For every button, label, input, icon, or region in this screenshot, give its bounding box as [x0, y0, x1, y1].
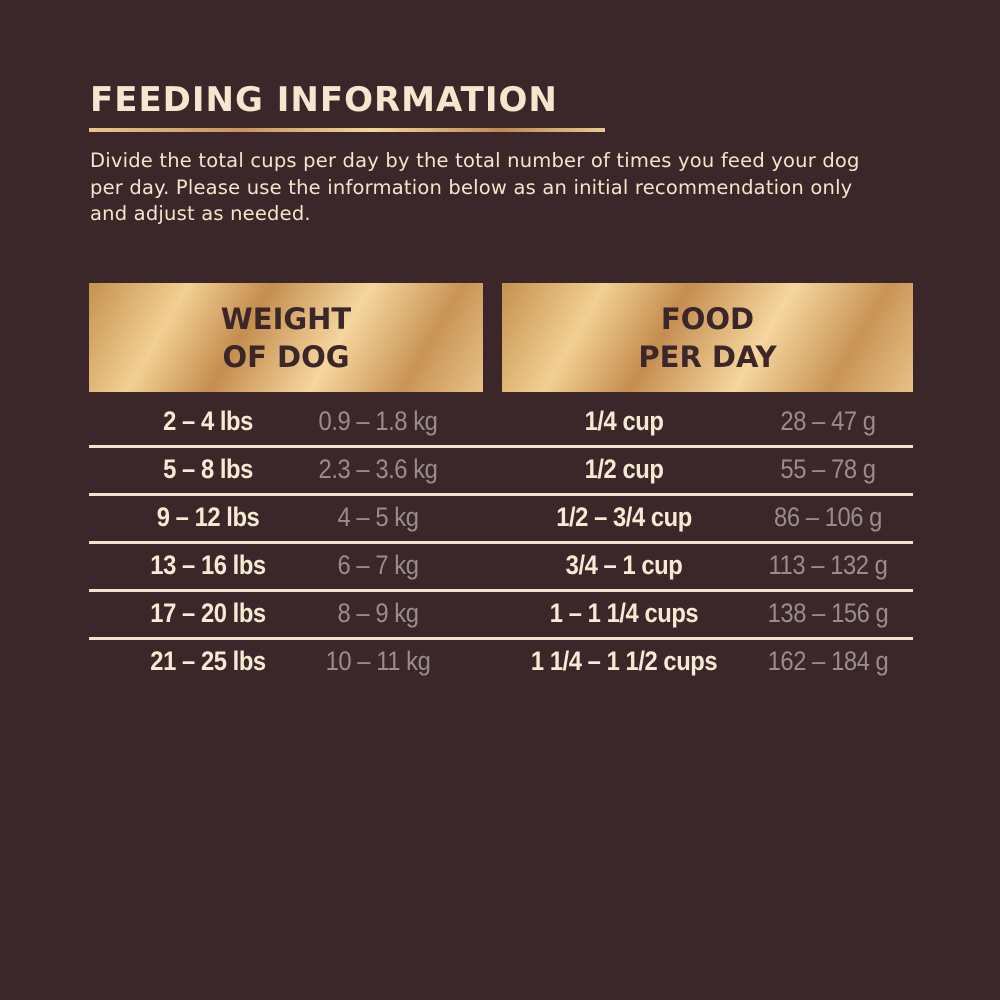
cell-kg: 0.9 – 1.8 kg — [318, 406, 438, 436]
food-header-line1: FOOD — [660, 301, 755, 336]
cell-grams: 162 – 184 g — [767, 646, 889, 676]
cell-lbs: 21 – 25 lbs — [150, 646, 266, 676]
cell-grams: 113 – 132 g — [768, 550, 888, 580]
weight-header-line1: WEIGHT — [220, 301, 352, 336]
cell-lbs: 9 – 12 lbs — [156, 502, 260, 532]
page-title: FEEDING INFORMATION — [90, 80, 558, 120]
table-row: 2 – 4 lbs 0.9 – 1.8 kg 1/4 cup 28 – 47 g — [89, 398, 913, 448]
cell-lbs: 5 – 8 lbs — [163, 454, 253, 484]
cell-kg: 8 – 9 kg — [337, 598, 419, 628]
food-header-line2: PER DAY — [638, 339, 777, 374]
table-row: 21 – 25 lbs 10 – 11 kg 1 1/4 – 1 1/2 cups 1… — [89, 638, 913, 686]
cell-lbs: 17 – 20 lbs — [150, 598, 266, 628]
title-divider — [89, 128, 605, 132]
cell-cups: 3/4 – 1 cup — [565, 550, 683, 580]
food-header: FOOD PER DAY — [502, 283, 913, 392]
row-divider — [89, 493, 913, 496]
table-row: 9 – 12 lbs 4 – 5 kg 1/2 – 3/4 cup 86 – 106 … — [89, 494, 913, 544]
row-divider — [89, 637, 913, 640]
cell-kg: 4 – 5 kg — [337, 502, 419, 532]
table-row: 13 – 16 lbs 6 – 7 kg 3/4 – 1 cup 113 – 132 … — [89, 542, 913, 592]
cell-kg: 2.3 – 3.6 kg — [318, 454, 438, 484]
cell-kg: 6 – 7 kg — [337, 550, 419, 580]
intro-text: Divide the total cups per day by the tot… — [90, 149, 860, 225]
cell-lbs: 13 – 16 lbs — [150, 550, 266, 580]
cell-grams: 86 – 106 g — [774, 502, 882, 532]
cell-cups: 1/2 – 3/4 cup — [556, 502, 692, 532]
weight-header-line2: OF DOG — [222, 339, 350, 374]
cell-kg: 10 – 11 kg — [325, 646, 431, 676]
row-divider — [89, 445, 913, 448]
cell-cups: 1/2 cup — [584, 454, 664, 484]
cell-grams: 138 – 156 g — [767, 598, 889, 628]
cell-lbs: 2 – 4 lbs — [163, 406, 253, 436]
table-row: 5 – 8 lbs 2.3 – 3.6 kg 1/2 cup 55 – 78 g — [89, 446, 913, 496]
table-row: 17 – 20 lbs 8 – 9 kg 1 – 1 1/4 cups 138 – 1… — [89, 590, 913, 640]
cell-cups: 1 – 1 1/4 cups — [549, 598, 699, 628]
row-divider — [89, 541, 913, 544]
cell-grams: 55 – 78 g — [780, 454, 876, 484]
cell-cups: 1/4 cup — [584, 406, 664, 436]
cell-grams: 28 – 47 g — [780, 406, 876, 436]
cell-cups: 1 1/4 – 1 1/2 cups — [530, 646, 718, 676]
row-divider — [89, 589, 913, 592]
weight-header: WEIGHT OF DOG — [89, 283, 483, 392]
